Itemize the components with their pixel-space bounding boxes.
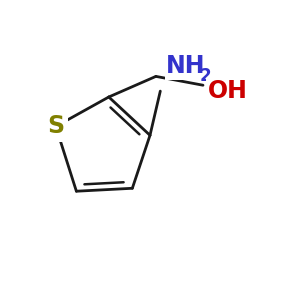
Text: NH: NH — [166, 54, 206, 78]
Text: S: S — [47, 114, 64, 138]
Text: OH: OH — [207, 79, 247, 103]
Text: 2: 2 — [200, 67, 212, 85]
